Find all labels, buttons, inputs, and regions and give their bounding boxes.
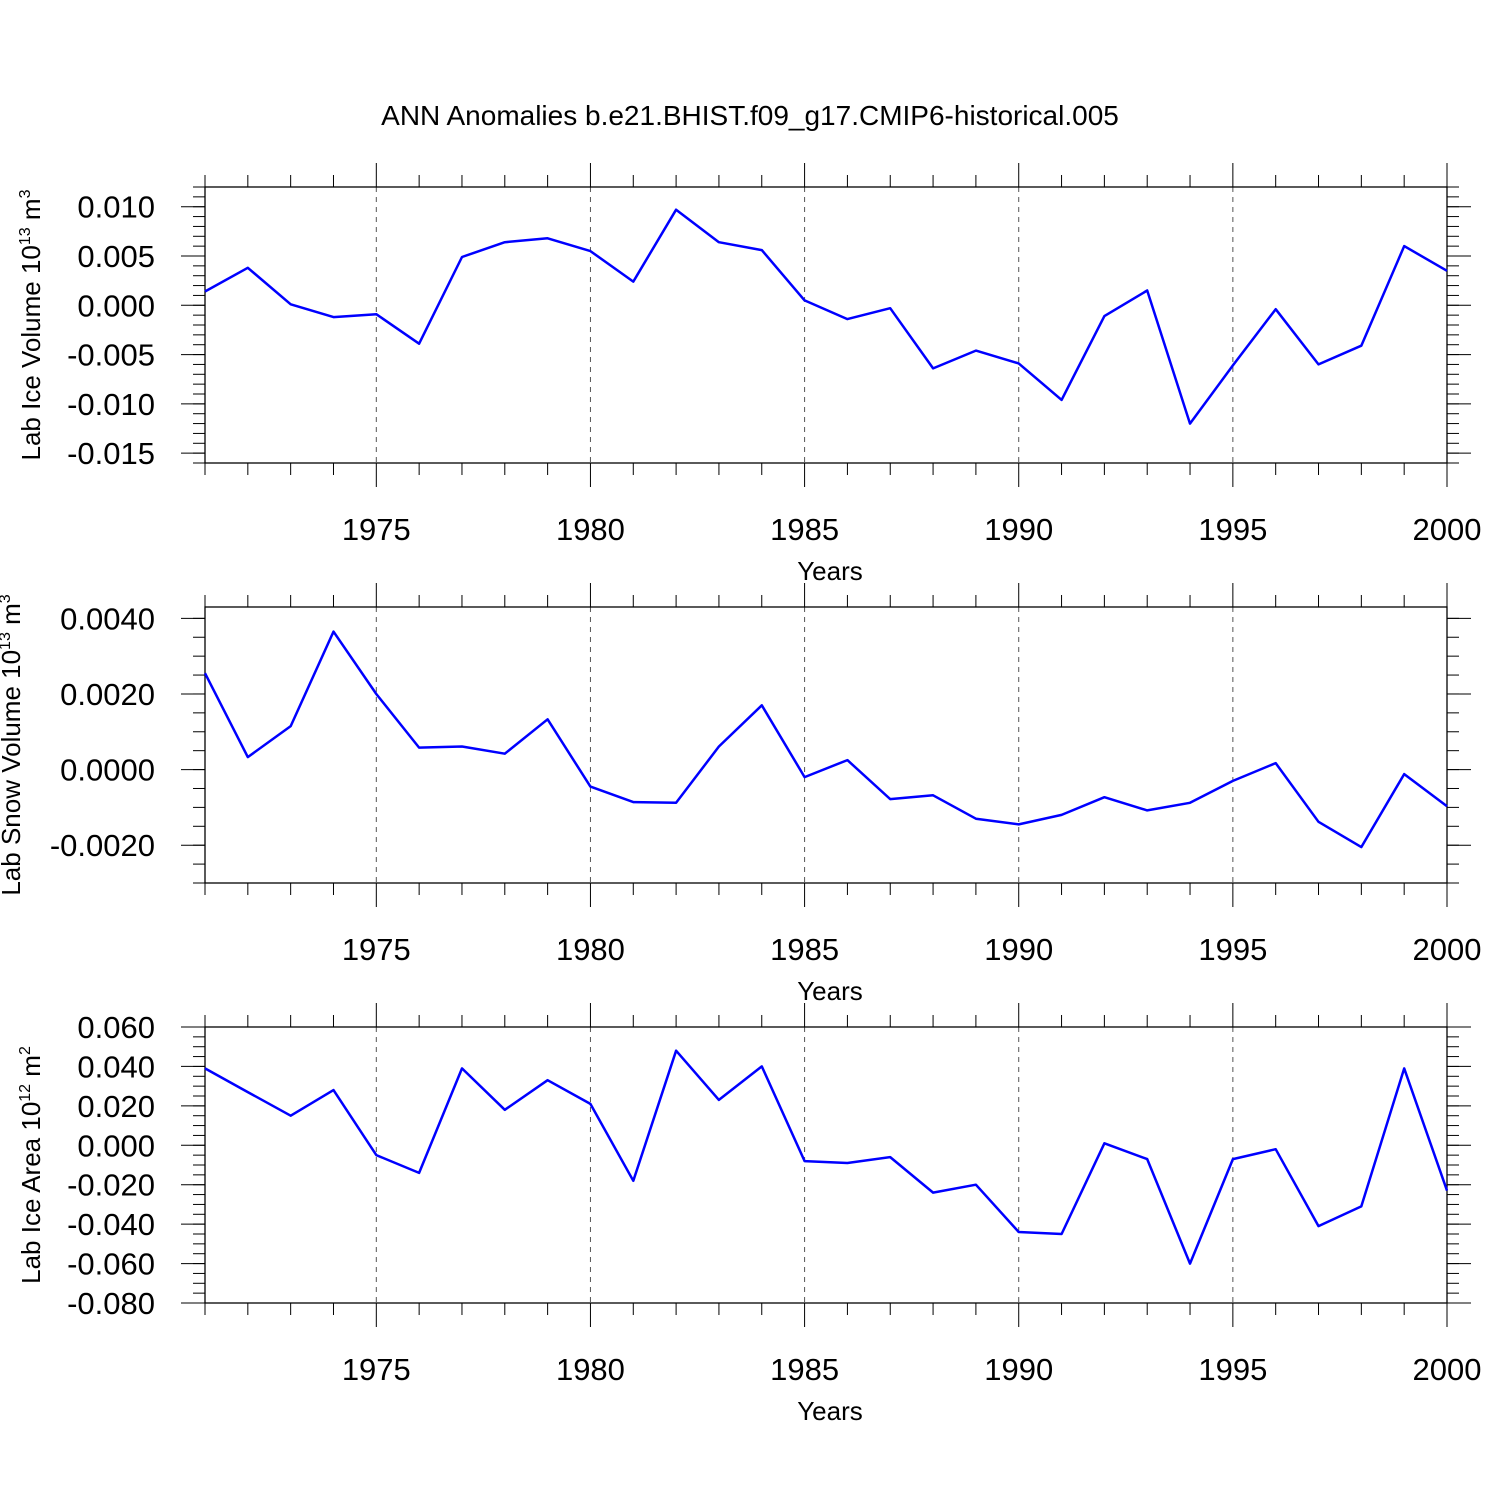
x-tick-label: 1990 [984, 932, 1053, 967]
y-tick-label: -0.080 [67, 1286, 155, 1321]
y-tick-label: -0.005 [67, 338, 155, 373]
series-line [204, 208, 1448, 425]
y-axis-title: Lab Snow Volume 1013 m3 [0, 594, 26, 895]
x-tick-label: 2000 [1413, 932, 1482, 967]
y-tick-label: 0.005 [77, 239, 155, 274]
y-tick-label: 0.040 [77, 1049, 155, 1084]
x-tick-label: 1975 [342, 932, 411, 967]
plot-frame [204, 1026, 1448, 1304]
x-tick-label: 1995 [1198, 512, 1267, 547]
x-axis-title: Years [797, 556, 863, 586]
y-tick-label: 0.0000 [60, 753, 155, 788]
y-tick-label: 0.0020 [60, 677, 155, 712]
x-tick-label: 1990 [984, 1352, 1053, 1387]
x-tick-label: 2000 [1413, 1352, 1482, 1387]
x-tick-label: 1980 [556, 1352, 625, 1387]
x-axis-title: Years [797, 1396, 863, 1426]
y-tick-label: 0.010 [77, 190, 155, 225]
series-line [203, 630, 1448, 849]
series-line [204, 1049, 1449, 1265]
x-tick-label: 1985 [770, 932, 839, 967]
x-tick-label: 1975 [342, 512, 411, 547]
x-tick-label: 1980 [556, 932, 625, 967]
y-axis-title: Lab Ice Area 1012 m2 [16, 1046, 46, 1284]
y-tick-label: 0.0040 [60, 601, 155, 636]
figure-title: ANN Anomalies b.e21.BHIST.f09_g17.CMIP6-… [381, 100, 1119, 131]
x-tick-label: 1980 [556, 512, 625, 547]
x-tick-label: 1995 [1198, 932, 1267, 967]
x-tick-label: 1995 [1198, 1352, 1267, 1387]
y-tick-label: -0.010 [67, 387, 155, 422]
y-tick-label: -0.015 [67, 436, 155, 471]
y-axis-title: Lab Ice Volume 1013 m3 [16, 189, 46, 460]
x-tick-label: 1975 [342, 1352, 411, 1387]
x-axis-title: Years [797, 976, 863, 1006]
y-tick-label: -0.0020 [50, 828, 155, 863]
x-tick-label: 1985 [770, 1352, 839, 1387]
y-tick-label: 0.020 [77, 1089, 155, 1124]
y-tick-label: 0.000 [77, 288, 155, 323]
y-tick-label: 0.000 [77, 1128, 155, 1163]
x-tick-label: 1985 [770, 512, 839, 547]
y-tick-label: -0.040 [67, 1207, 155, 1242]
chart-panel-2: 0.0040 0.0020 0.0000 -0.0020 1975 1980 1985 199… [0, 583, 1481, 1006]
chart-panel-1: 0.010 0.005 0.000 -0.005 -0.010 -0.015 1975 198… [16, 163, 1481, 586]
plot-frame [204, 606, 1448, 884]
chart-panel-3: 0.060 0.040 0.020 0.000 -0.020 -0.040 -0.060 -0… [16, 1003, 1481, 1426]
x-tick-label: 1990 [984, 512, 1053, 547]
y-tick-label: -0.060 [67, 1247, 155, 1282]
y-tick-label: 0.060 [77, 1010, 155, 1045]
x-tick-label: 2000 [1413, 512, 1482, 547]
y-tick-label: -0.020 [67, 1168, 155, 1203]
